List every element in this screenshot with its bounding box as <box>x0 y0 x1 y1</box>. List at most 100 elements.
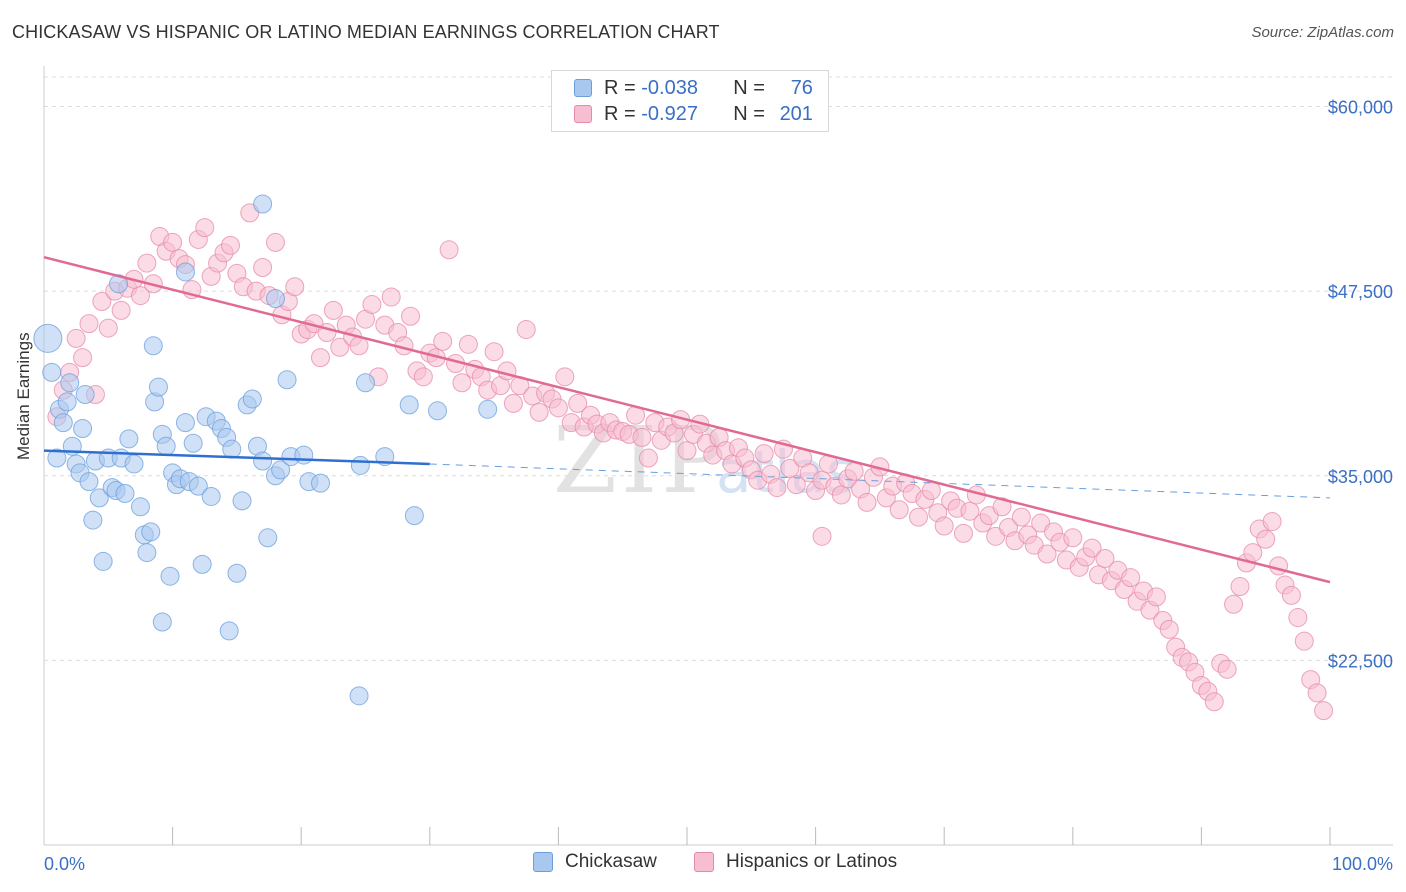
data-point-chickasaw <box>83 510 103 530</box>
data-point-hispanic <box>323 300 343 320</box>
data-point-chickasaw <box>143 336 163 356</box>
trend-lines <box>43 255 1331 584</box>
data-point-chickasaw <box>253 194 273 214</box>
data-point-chickasaw <box>57 392 77 412</box>
data-point-chickasaw <box>93 551 113 571</box>
data-point-hispanic <box>1294 631 1314 651</box>
legend-row-hispanic: R = -0.927 N = 201 <box>574 102 813 126</box>
data-point-hispanic <box>548 398 568 418</box>
data-point-hispanic <box>677 441 697 461</box>
data-point-chickasaw <box>53 413 73 433</box>
data-point-chickasaw <box>183 433 203 453</box>
data-point-chickasaw <box>152 612 172 632</box>
data-point-hispanic <box>362 294 382 314</box>
data-point-hispanic <box>632 427 652 447</box>
data-point-hispanic <box>1082 538 1102 558</box>
data-point-chickasaw <box>42 362 62 382</box>
data-point-hispanic <box>1121 568 1141 588</box>
legend-n-label: N = <box>733 102 765 125</box>
data-point-chickasaw <box>310 473 330 493</box>
data-point-hispanic <box>1307 683 1327 703</box>
data-point-hispanic <box>1159 619 1179 639</box>
data-point-hispanic <box>555 367 575 387</box>
data-point-hispanic <box>786 475 806 495</box>
data-point-chickasaw <box>277 370 297 390</box>
source-label: Source: ZipAtlas.com <box>1251 24 1394 41</box>
trend-line-chickasaw <box>43 449 430 466</box>
bottom-legend-label-chickasaw: Chickasaw <box>565 851 657 872</box>
data-point-hispanic <box>754 444 774 464</box>
data-point-chickasaw <box>188 476 208 496</box>
data-point-hispanic <box>439 240 459 260</box>
data-point-chickasaw <box>478 399 498 419</box>
data-point-hispanic <box>992 497 1012 517</box>
data-point-hispanic <box>265 232 285 252</box>
data-point-chickasaw <box>222 439 242 459</box>
y-tick-label: $35,000 <box>1328 467 1393 487</box>
data-point-chickasaw <box>33 323 63 353</box>
data-point-chickasaw <box>60 373 80 393</box>
data-point-hispanic <box>253 258 273 278</box>
data-point-hispanic <box>497 361 517 381</box>
data-point-hispanic <box>1288 608 1308 628</box>
bottom-legend-hispanic: Hispanics or Latinos <box>694 851 897 873</box>
data-point-chickasaw <box>124 454 144 474</box>
data-point-hispanic <box>1314 701 1334 721</box>
data-point-hispanic <box>79 314 99 334</box>
data-point-hispanic <box>1224 594 1244 614</box>
data-point-chickasaw <box>271 460 291 480</box>
data-point-chickasaw <box>148 377 168 397</box>
bottom-legend-swatch-hispanic <box>694 852 714 872</box>
data-point-hispanic <box>1243 543 1263 563</box>
data-point-chickasaw <box>242 389 262 409</box>
data-point-chickasaw <box>137 543 157 563</box>
data-point-hispanic <box>401 306 421 326</box>
data-point-hispanic <box>516 320 536 340</box>
data-point-hispanic <box>130 286 150 306</box>
correlation-legend: R = -0.038 N = 76 R = -0.927 N = 201 <box>551 70 829 132</box>
data-point-hispanic <box>310 348 330 368</box>
data-point-hispanic <box>111 300 131 320</box>
axes <box>43 66 1393 846</box>
data-point-hispanic <box>934 516 954 536</box>
data-point-chickasaw <box>227 563 247 583</box>
data-point-chickasaw <box>350 455 370 475</box>
data-point-chickasaw <box>175 262 195 282</box>
data-point-chickasaw <box>75 385 95 405</box>
bottom-legend-label-hispanic: Hispanics or Latinos <box>726 851 898 872</box>
data-point-hispanic <box>433 331 453 351</box>
data-point-chickasaw <box>192 554 212 574</box>
data-point-hispanic <box>137 253 157 273</box>
data-point-chickasaw <box>130 497 150 517</box>
data-point-chickasaw <box>79 472 99 492</box>
bottom-legend-chickasaw: Chickasaw <box>533 851 657 873</box>
data-point-hispanic <box>98 318 118 338</box>
data-point-hispanic <box>452 373 472 393</box>
data-point-hispanic <box>1037 544 1057 564</box>
data-point-chickasaw <box>294 445 314 465</box>
data-point-hispanic <box>960 501 980 521</box>
data-point-hispanic <box>1146 587 1166 607</box>
data-point-hispanic <box>812 526 832 546</box>
x-tick-label-max: 100.0% <box>1332 854 1393 874</box>
data-point-hispanic <box>330 337 350 357</box>
legend-r-value: -0.927 <box>641 102 698 125</box>
data-point-hispanic <box>413 367 433 387</box>
data-point-hispanic <box>220 235 240 255</box>
data-point-hispanic <box>1281 585 1301 605</box>
data-point-hispanic <box>163 232 183 252</box>
data-point-hispanic <box>780 458 800 478</box>
data-point-chickasaw <box>265 289 285 309</box>
data-point-hispanic <box>844 461 864 481</box>
data-point-hispanic <box>1230 577 1250 597</box>
data-point-hispanic <box>1095 548 1115 568</box>
data-point-chickasaw <box>119 429 139 449</box>
data-point-hispanic <box>831 485 851 505</box>
y-tick-label: $60,000 <box>1328 98 1393 118</box>
legend-r-value: -0.038 <box>641 76 698 99</box>
data-point-chickasaw <box>156 436 176 456</box>
data-point-chickasaw <box>356 373 375 393</box>
data-point-hispanic <box>1011 507 1031 527</box>
y-tick-label: $47,500 <box>1328 282 1393 302</box>
